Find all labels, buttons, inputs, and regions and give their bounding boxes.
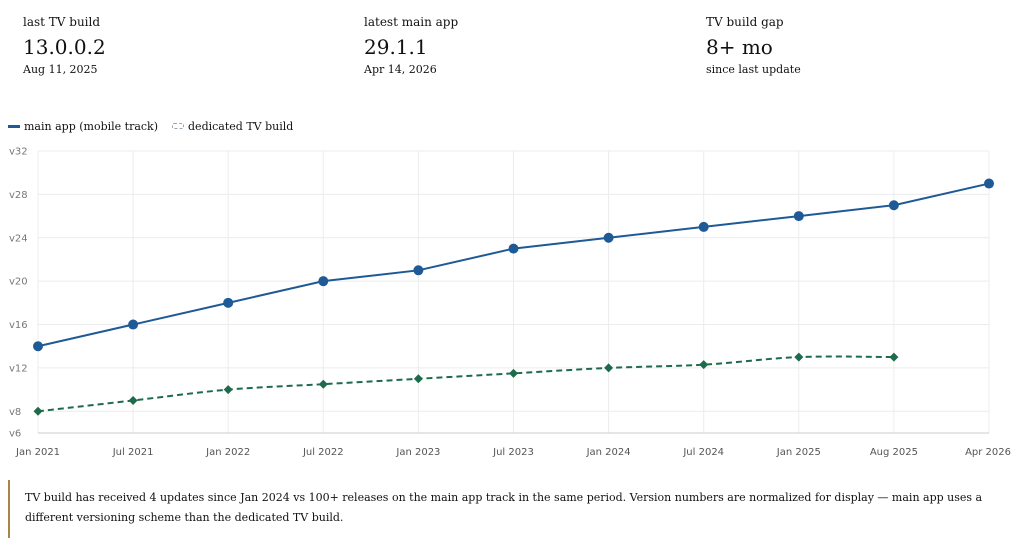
point-main bbox=[128, 319, 139, 330]
x-tick-label: Jan 2021 bbox=[15, 447, 60, 458]
stat-label: latest main app bbox=[364, 15, 459, 29]
stat-value: 29.1.1 bbox=[364, 35, 428, 59]
stat-value: 8+ mo bbox=[706, 35, 773, 59]
chart-legend: main app (mobile track) dedicated TV bui… bbox=[8, 117, 307, 135]
y-tick-label: v32 bbox=[9, 147, 28, 158]
point-main bbox=[698, 221, 709, 232]
point-tv bbox=[509, 368, 518, 378]
stat-label: last TV build bbox=[23, 15, 101, 29]
stat-value: 13.0.0.2 bbox=[23, 35, 106, 59]
point-tv bbox=[413, 374, 423, 384]
x-tick-label: Apr 2026 bbox=[965, 447, 1011, 458]
legend-item-main[interactable]: main app (mobile track) bbox=[8, 120, 158, 133]
y-tick-label: v16 bbox=[9, 320, 28, 331]
point-tv bbox=[699, 360, 709, 370]
legend-label-tv: dedicated TV build bbox=[188, 119, 294, 133]
point-tv bbox=[223, 385, 233, 395]
legend-item-tv[interactable]: dedicated TV build bbox=[172, 120, 293, 133]
point-main bbox=[413, 265, 424, 276]
point-main bbox=[33, 341, 43, 352]
x-tick-label: Jul 2024 bbox=[682, 447, 724, 458]
legend-label-main: main app (mobile track) bbox=[24, 119, 159, 133]
stat-sub: Aug 11, 2025 bbox=[23, 63, 98, 76]
x-tick-label: Jul 2022 bbox=[302, 447, 344, 458]
point-main bbox=[603, 232, 614, 243]
point-tv bbox=[794, 352, 804, 362]
x-tick-label: Jan 2022 bbox=[205, 447, 250, 458]
point-tv bbox=[604, 363, 614, 373]
stat-latest-main-app: latest main app 29.1.1 Apr 14, 2026 bbox=[364, 14, 664, 78]
point-tv bbox=[33, 406, 43, 416]
point-main bbox=[984, 178, 994, 189]
point-main bbox=[793, 211, 804, 222]
point-tv bbox=[128, 395, 138, 405]
legend-swatch-solid bbox=[8, 124, 20, 128]
point-tv bbox=[318, 379, 328, 389]
series-points bbox=[33, 178, 994, 416]
x-tick-label: Aug 2025 bbox=[870, 447, 918, 458]
stat-tv-build-gap: TV build gap 8+ mo since last update bbox=[706, 14, 1006, 78]
x-tick-label: Jan 2023 bbox=[395, 447, 440, 458]
point-main bbox=[223, 297, 234, 308]
y-axis: v6 v8 v12 v16 v20 v24 v28 v32 bbox=[9, 147, 28, 440]
chart-grid bbox=[37, 150, 990, 434]
y-tick-label: v24 bbox=[9, 233, 28, 244]
x-tick-label: Jan 2024 bbox=[586, 447, 631, 458]
stat-sub: Apr 14, 2026 bbox=[364, 63, 437, 76]
stat-sub: since last update bbox=[706, 63, 801, 76]
legend-swatch-dashed bbox=[172, 123, 185, 129]
point-tv bbox=[889, 352, 899, 362]
x-tick-label: Jan 2025 bbox=[776, 447, 821, 458]
y-tick-label: v6 bbox=[9, 429, 21, 440]
footnote: TV build has received 4 updates since Ja… bbox=[8, 480, 988, 538]
point-main bbox=[318, 276, 329, 287]
x-axis: Jan 2021 Jul 2021 Jan 2022 Jul 2022 Jan 2023… bbox=[15, 447, 1011, 458]
stats-row: last TV build 13.0.0.2 Aug 11, 2025 late… bbox=[23, 14, 1003, 84]
stat-last-tv-build: last TV build 13.0.0.2 Aug 11, 2025 bbox=[23, 14, 323, 78]
y-tick-label: v12 bbox=[9, 363, 28, 374]
x-tick-label: Jul 2021 bbox=[112, 447, 154, 458]
y-tick-label: v8 bbox=[9, 407, 21, 418]
point-main bbox=[508, 243, 519, 254]
x-tick-label: Jul 2023 bbox=[492, 447, 534, 458]
stat-label: TV build gap bbox=[706, 15, 784, 29]
y-tick-label: v20 bbox=[9, 277, 28, 288]
point-main bbox=[888, 200, 899, 211]
y-tick-label: v28 bbox=[9, 190, 28, 201]
series-line-tv bbox=[37, 355, 894, 413]
